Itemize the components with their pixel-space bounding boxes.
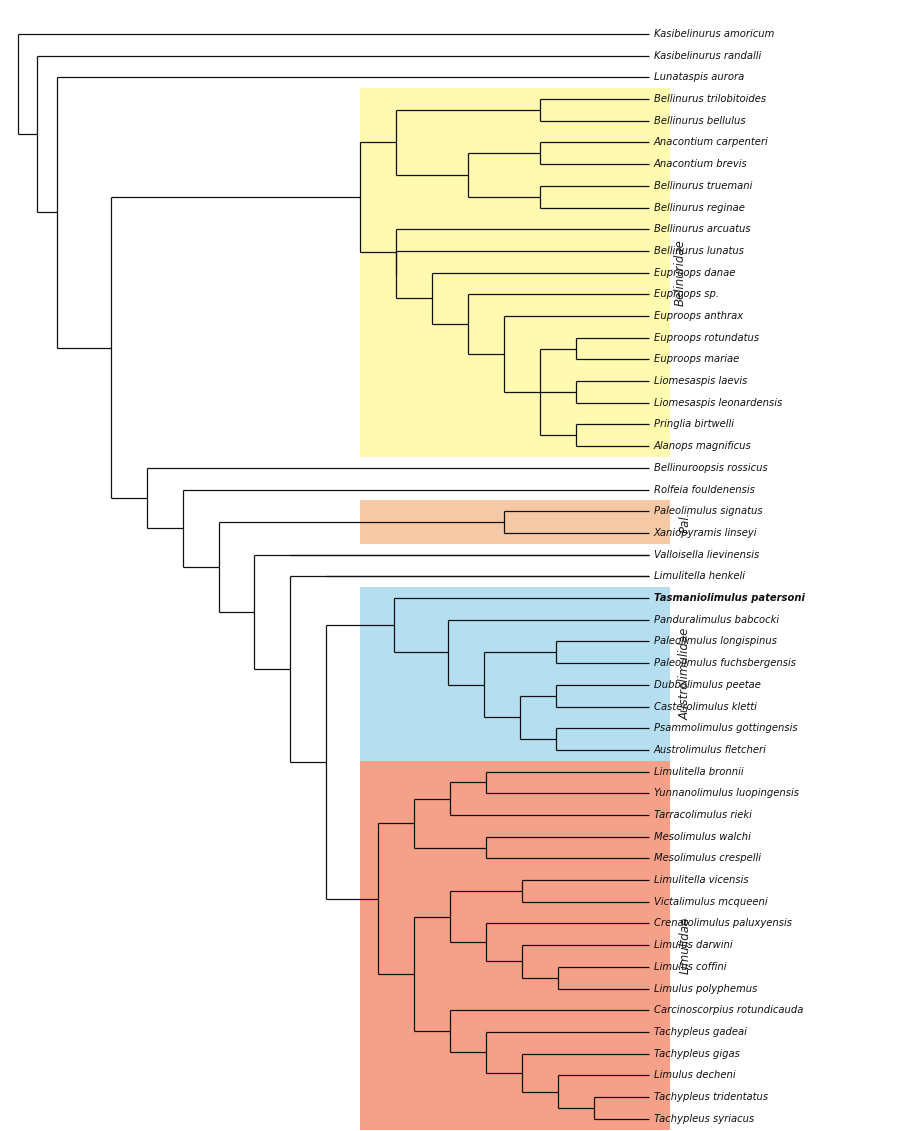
Text: Bellinurus truemani: Bellinurus truemani	[653, 181, 752, 191]
Text: Limulidae: Limulidae	[679, 916, 691, 974]
Text: Limulitella vicensis: Limulitella vicensis	[653, 875, 748, 886]
Text: Austrolimulus fletcheri: Austrolimulus fletcheri	[653, 745, 767, 754]
Text: Euproops sp.: Euproops sp.	[653, 290, 719, 300]
Text: Bellinuroopsis rossicus: Bellinuroopsis rossicus	[653, 463, 768, 473]
Text: Mesolimulus crespelli: Mesolimulus crespelli	[653, 854, 760, 863]
Text: Dubbolimulus peetae: Dubbolimulus peetae	[653, 680, 760, 690]
Text: Liomesaspis laevis: Liomesaspis laevis	[653, 377, 747, 386]
FancyBboxPatch shape	[360, 500, 670, 544]
Text: Casterolimulus kletti: Casterolimulus kletti	[653, 701, 757, 711]
Text: Euproops mariae: Euproops mariae	[653, 354, 739, 364]
Text: Euproops rotundatus: Euproops rotundatus	[653, 333, 759, 343]
Text: Limulus darwini: Limulus darwini	[653, 940, 733, 950]
Text: Belinuridae: Belinuridae	[674, 239, 687, 307]
Text: Lunataspis aurora: Lunataspis aurora	[653, 72, 744, 83]
Text: Bellinurus lunatus: Bellinurus lunatus	[653, 245, 743, 256]
Text: Anacontium carpenteri: Anacontium carpenteri	[653, 138, 769, 147]
Text: Pal.: Pal.	[679, 511, 691, 533]
FancyBboxPatch shape	[360, 761, 670, 1130]
Text: Tarracolimulus rieki: Tarracolimulus rieki	[653, 810, 752, 820]
Text: Limulitella bronnii: Limulitella bronnii	[653, 767, 743, 777]
FancyBboxPatch shape	[360, 587, 670, 761]
Text: Yunnanolimulus luopingensis: Yunnanolimulus luopingensis	[653, 788, 798, 798]
Text: Euproops danae: Euproops danae	[653, 268, 735, 277]
Text: Rolfeia fouldenensis: Rolfeia fouldenensis	[653, 484, 754, 494]
Text: Bellinurus arcuatus: Bellinurus arcuatus	[653, 224, 751, 234]
FancyBboxPatch shape	[360, 88, 670, 457]
Text: Kasibelinurus randalli: Kasibelinurus randalli	[653, 51, 760, 61]
Text: Paleolimulus signatus: Paleolimulus signatus	[653, 507, 762, 516]
Text: Austrolimulidae: Austrolimulidae	[679, 628, 691, 720]
Text: Limulus polyphemus: Limulus polyphemus	[653, 984, 757, 993]
Text: Valloisella lievinensis: Valloisella lievinensis	[653, 550, 759, 560]
Text: Carcinoscorpius rotundicauda: Carcinoscorpius rotundicauda	[653, 1005, 803, 1016]
Text: Psammolimulus gottingensis: Psammolimulus gottingensis	[653, 723, 797, 733]
Text: Tachypleus tridentatus: Tachypleus tridentatus	[653, 1093, 768, 1102]
Text: Bellinurus reginae: Bellinurus reginae	[653, 202, 744, 213]
Text: Tachypleus gadeai: Tachypleus gadeai	[653, 1027, 746, 1037]
Text: Tasmaniolimulus patersoni: Tasmaniolimulus patersoni	[653, 593, 805, 603]
Text: Tachypleus syriacus: Tachypleus syriacus	[653, 1114, 754, 1124]
Text: Panduralimulus babcocki: Panduralimulus babcocki	[653, 615, 778, 624]
Text: Limulitella henkeli: Limulitella henkeli	[653, 571, 744, 581]
Text: Paleolimulus fuchsbergensis: Paleolimulus fuchsbergensis	[653, 658, 796, 668]
Text: Mesolimulus walchi: Mesolimulus walchi	[653, 831, 751, 841]
Text: Bellinurus trilobitoides: Bellinurus trilobitoides	[653, 94, 766, 104]
Text: Pringlia birtwelli: Pringlia birtwelli	[653, 420, 734, 430]
Text: Paleolimulus longispinus: Paleolimulus longispinus	[653, 637, 777, 647]
Text: Liomesaspis leonardensis: Liomesaspis leonardensis	[653, 398, 782, 408]
Text: Euproops anthrax: Euproops anthrax	[653, 311, 742, 321]
Text: Tachypleus gigas: Tachypleus gigas	[653, 1048, 740, 1059]
Text: Victalimulus mcqueeni: Victalimulus mcqueeni	[653, 897, 768, 907]
Text: Xaniopyramis linseyi: Xaniopyramis linseyi	[653, 528, 757, 538]
Text: Limulus coffini: Limulus coffini	[653, 961, 726, 972]
Text: Bellinurus bellulus: Bellinurus bellulus	[653, 115, 745, 126]
Text: Limulus decheni: Limulus decheni	[653, 1070, 735, 1080]
Text: Kasibelinurus amoricum: Kasibelinurus amoricum	[653, 29, 774, 38]
Text: Anacontium brevis: Anacontium brevis	[653, 159, 747, 170]
Text: Crenatolimulus paluxyensis: Crenatolimulus paluxyensis	[653, 918, 792, 929]
Text: Alanops magnificus: Alanops magnificus	[653, 441, 752, 451]
